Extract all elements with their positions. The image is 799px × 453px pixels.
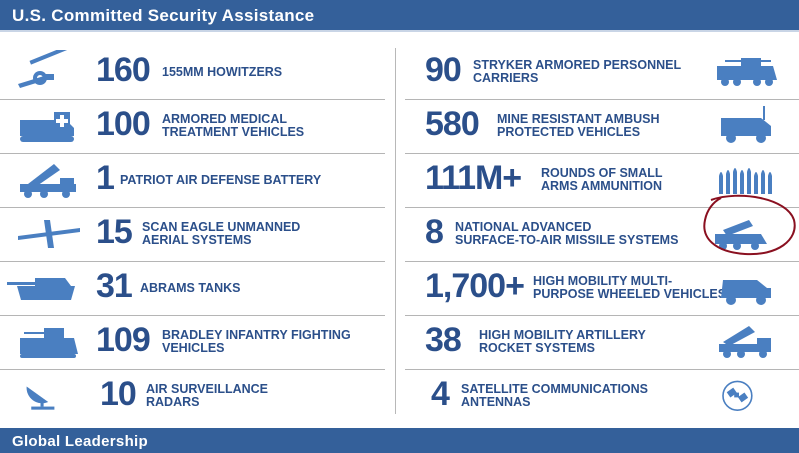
stat-label: HIGH MOBILITY ARTILLERY ROCKET SYSTEMS (479, 328, 646, 355)
stat-label: STRYKER ARMORED PERSONNEL CARRIERS (473, 58, 682, 85)
stat-value: 580 (425, 105, 480, 143)
stat-label: BRADLEY INFANTRY FIGHTING VEHICLES (162, 328, 351, 355)
right-column: 90 STRYKER ARMORED PERSONNEL CARRIERS 580… (405, 46, 799, 424)
stat-value: 90 (425, 51, 462, 89)
stat-label: SCAN EAGLE UNMANNED AERIAL SYSTEMS (142, 220, 301, 247)
footer-title: Global Leadership (12, 433, 148, 450)
stat-row-himars: 38 HIGH MOBILITY ARTILLERY ROCKET SYSTEMS (405, 316, 799, 370)
stat-value: 38 (425, 321, 462, 359)
header-banner: U.S. Committed Security Assistance (0, 0, 799, 32)
stat-value: 160 (96, 51, 151, 89)
medical-vehicle-icon (20, 112, 74, 142)
stat-row-abrams: 31 ABRAMS TANKS (0, 262, 385, 316)
annotation-circle (703, 194, 796, 256)
humvee-icon (721, 280, 771, 305)
left-column: 160 155MM HOWITZERS 100 ARMORED MEDICAL T… (0, 46, 385, 424)
nasams-launcher-icon (715, 220, 767, 250)
stat-label: HIGH MOBILITY MULTI- PURPOSE WHEELED VEHI… (533, 274, 727, 301)
radar-dish-icon (26, 386, 55, 410)
stat-row-stryker: 90 STRYKER ARMORED PERSONNEL CARRIERS (405, 46, 799, 100)
stat-label: MINE RESISTANT AMBUSH PROTECTED VEHICLES (497, 112, 660, 139)
stat-value: 15 (96, 213, 133, 251)
stat-label: AIR SURVEILLANCE RADARS (146, 382, 269, 409)
stat-row-nasams: 8 NATIONAL ADVANCED SURFACE-TO-AIR MISSIL… (405, 208, 799, 262)
stat-label: PATRIOT AIR DEFENSE BATTERY (120, 173, 322, 187)
mrap-vehicle-icon (721, 106, 771, 143)
column-divider (395, 48, 396, 414)
howitzer-icon (18, 50, 72, 88)
stat-row-satellite: 4 SATELLITE COMMUNICATIONS ANTENNAS (405, 370, 799, 424)
scan-eagle-drone-icon (18, 220, 80, 248)
footer-banner: Global Leadership (0, 428, 799, 453)
stryker-vehicle-icon (717, 58, 777, 86)
stat-label: SATELLITE COMMUNICATIONS ANTENNAS (461, 382, 649, 409)
stat-row-bradley: 109 BRADLEY INFANTRY FIGHTING VEHICLES (0, 316, 385, 370)
stat-label: NATIONAL ADVANCED SURFACE-TO-AIR MISSILE … (455, 220, 679, 247)
header-title: U.S. Committed Security Assistance (12, 6, 315, 25)
stat-row-mrap: 580 MINE RESISTANT AMBUSH PROTECTED VEHIC… (405, 100, 799, 154)
stat-value: 1,700+ (425, 267, 525, 305)
stat-row-radars: 10 AIR SURVEILLANCE RADARS (0, 370, 385, 424)
stat-row-howitzers: 160 155MM HOWITZERS (0, 46, 385, 100)
abrams-tank-icon (7, 278, 75, 300)
stat-value: 109 (96, 321, 151, 359)
stat-label: ABRAMS TANKS (140, 281, 241, 295)
stat-label: 155MM HOWITZERS (162, 65, 283, 79)
stat-row-ammunition: 111M+ ROUNDS OF SMALL ARMS AMMUNITION (405, 154, 799, 208)
stat-value: 8 (425, 213, 444, 251)
patriot-launcher-icon (20, 164, 76, 198)
stat-label: ROUNDS OF SMALL ARMS AMMUNITION (541, 166, 663, 193)
stat-value: 100 (96, 105, 151, 143)
stat-row-patriot: 1 PATRIOT AIR DEFENSE BATTERY (0, 154, 385, 208)
satellite-antenna-icon (722, 380, 753, 411)
stat-row-scan-eagle: 15 SCAN EAGLE UNMANNED AERIAL SYSTEMS (0, 208, 385, 262)
ammunition-rounds-icon (719, 168, 772, 194)
stat-value: 31 (96, 267, 133, 305)
stat-value: 111M+ (425, 159, 522, 197)
himars-launcher-icon (719, 326, 771, 358)
stat-value: 1 (96, 159, 115, 197)
stat-row-medical-vehicles: 100 ARMORED MEDICAL TREATMENT VEHICLES (0, 100, 385, 154)
bradley-vehicle-icon (20, 328, 78, 358)
stat-value: 4 (431, 375, 450, 413)
stat-label: ARMORED MEDICAL TREATMENT VEHICLES (162, 112, 305, 139)
stat-row-humvee: 1,700+ HIGH MOBILITY MULTI- PURPOSE WHEEL… (405, 262, 799, 316)
stat-value: 10 (100, 375, 137, 413)
